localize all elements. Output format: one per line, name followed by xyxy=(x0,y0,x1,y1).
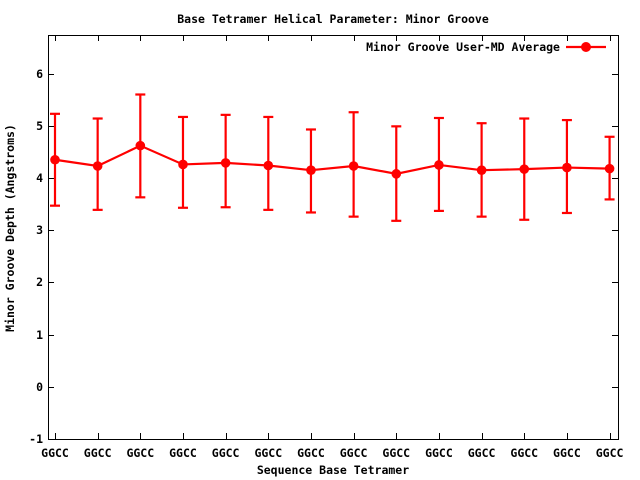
x-tick-label: GGCC xyxy=(467,446,496,460)
y-tick-label: 0 xyxy=(36,379,43,394)
x-tick-label: GGCC xyxy=(41,446,69,460)
x-tick-label: GGCC xyxy=(254,446,283,460)
chart-title: Base Tetramer Helical Parameter: Minor G… xyxy=(177,12,489,26)
y-tick-label: 5 xyxy=(36,118,43,133)
x-tick-label: GGCC xyxy=(169,446,197,460)
data-point-marker xyxy=(604,163,615,174)
y-tick-label: 1 xyxy=(36,327,43,342)
data-point-marker xyxy=(391,169,402,179)
y-tick-label: 6 xyxy=(36,66,43,81)
plot-border xyxy=(48,35,619,440)
legend-line-marker-icon xyxy=(566,42,606,52)
x-tick-label: GGCC xyxy=(425,446,453,460)
data-point-marker xyxy=(476,165,487,175)
data-point-marker xyxy=(348,161,359,171)
x-axis-label: Sequence Base Tetramer xyxy=(256,463,410,477)
x-tick-label: GGCC xyxy=(553,446,581,460)
data-point-marker xyxy=(306,165,316,175)
x-tick-label: GGCC xyxy=(297,446,325,460)
y-tick-label: -1 xyxy=(29,432,43,446)
y-tick-label: 4 xyxy=(36,171,43,186)
data-point-marker xyxy=(263,160,274,171)
x-tick-label: GGCC xyxy=(595,446,624,460)
x-tick-label: GGCC xyxy=(83,446,112,460)
data-point-marker xyxy=(562,162,572,173)
data-point-marker xyxy=(178,159,188,170)
x-tick-label: GGCC xyxy=(510,446,539,460)
data-point-marker xyxy=(135,140,146,151)
data-line xyxy=(54,144,610,175)
y-tick-label: 3 xyxy=(36,223,43,238)
x-tick-label: GGCC xyxy=(339,446,368,460)
x-tick-label: GGCC xyxy=(382,446,411,460)
data-point-marker xyxy=(434,160,444,170)
legend-label: Minor Groove User-MD Average xyxy=(366,40,560,54)
x-tick-label: GGCC xyxy=(211,446,240,460)
y-tick-label: 2 xyxy=(36,275,43,290)
data-point-marker xyxy=(519,164,530,174)
data-point-marker xyxy=(220,158,231,168)
legend: Minor Groove User-MD Average xyxy=(366,40,606,54)
data-point-marker xyxy=(50,154,60,165)
data-point-marker xyxy=(92,161,103,171)
x-tick-label: GGCC xyxy=(126,446,155,460)
